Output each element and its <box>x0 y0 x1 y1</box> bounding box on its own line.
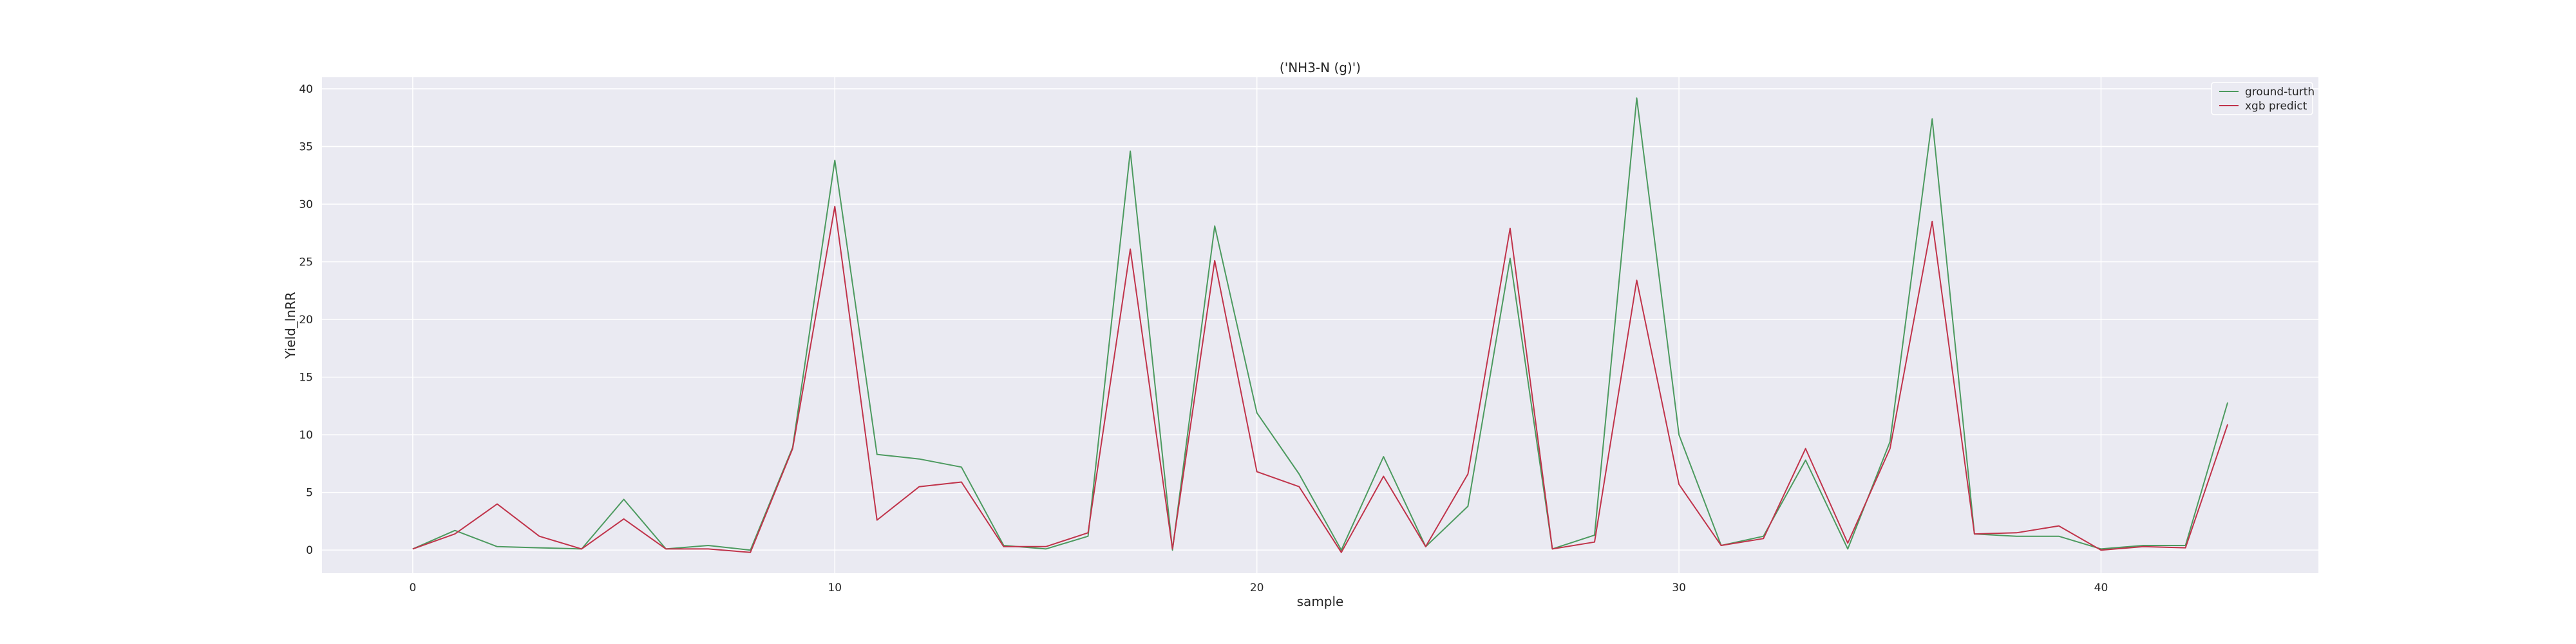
y-tick-label: 0 <box>306 544 313 557</box>
y-tick-label: 5 <box>306 487 313 500</box>
x-tick-labels: 0 10 20 30 40 <box>409 582 2108 594</box>
legend: ground-turth xgb predict <box>2211 82 2315 115</box>
series-lines <box>412 97 2229 553</box>
y-tick-label: 25 <box>299 256 313 269</box>
x-axis-label: sample <box>1297 594 1344 609</box>
x-tick-label: 30 <box>1672 582 1686 594</box>
legend-box <box>2211 82 2313 115</box>
y-tick-label: 35 <box>299 140 313 153</box>
x-tick-label: 20 <box>1250 582 1264 594</box>
x-tick-label: 10 <box>828 582 842 594</box>
legend-label-xgb-predict: xgb predict <box>2245 100 2307 113</box>
series-line-ground-turth <box>412 97 2229 551</box>
plot-area-background <box>322 77 2318 573</box>
y-tick-label: 15 <box>299 372 313 384</box>
y-tick-labels: 0 5 10 15 20 25 30 35 40 <box>299 83 313 557</box>
y-axis-label: Yield_lnRR <box>283 292 298 359</box>
y-tick-label: 40 <box>299 83 313 96</box>
y-tick-label: 20 <box>299 314 313 327</box>
y-tick-label: 30 <box>299 198 313 211</box>
y-tick-label: 10 <box>299 429 313 442</box>
gridlines <box>322 77 2318 573</box>
legend-label-ground-turth: ground-turth <box>2245 86 2315 99</box>
x-tick-label: 40 <box>2094 582 2108 594</box>
series-line-xgb-predict <box>412 205 2229 553</box>
chart-title: ('NH3-N (g)') <box>1280 60 1361 75</box>
x-tick-label: 0 <box>409 582 416 594</box>
